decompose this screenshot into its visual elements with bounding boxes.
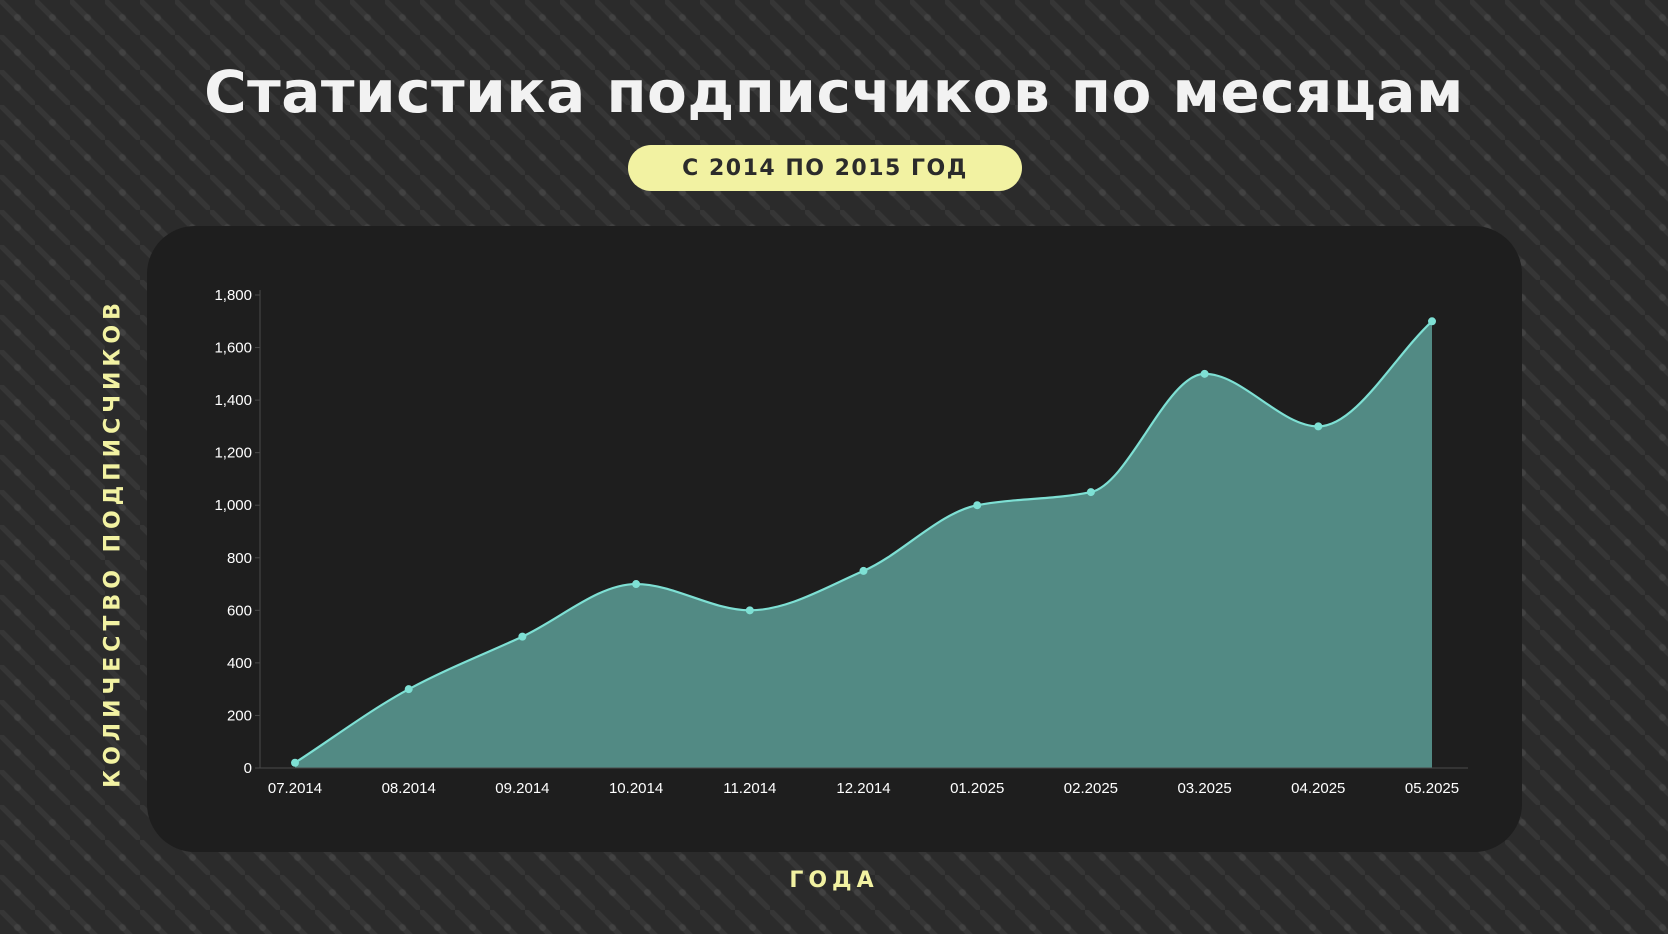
page-title: Статистика подписчиков по месяцам [204,58,1464,126]
y-tick-label: 1,600 [214,340,252,357]
data-point [632,580,641,589]
y-tick-label: 1,200 [214,445,252,462]
x-tick-label: 08.2014 [382,780,436,797]
y-tick-label: 400 [227,655,252,672]
x-tick-label: 02.2025 [1064,780,1118,797]
data-point [973,501,982,510]
area-fill [295,321,1432,768]
data-point [1086,488,1095,497]
data-point [859,566,868,575]
x-axis-ticks: 07.2014 08.2014 09.2014 10.2014 11.2014 12.20… [268,780,1459,797]
data-point [1200,369,1209,378]
x-tick-label: 05.2025 [1405,780,1459,797]
data-point [518,632,527,641]
y-tick-label: 1,400 [214,392,252,409]
y-tick-label: 1,000 [214,497,252,514]
y-tick-label: 800 [227,550,252,567]
data-point [404,685,413,694]
x-tick-label: 12.2014 [836,780,890,797]
area-layer [294,320,1433,768]
axis-layer [259,290,1468,769]
x-axis-label: ГОДА [789,868,879,893]
subtitle-text: С 2014 ПО 2015 ГОД [682,155,968,181]
x-tick-label: 04.2025 [1291,780,1345,797]
points-layer [291,317,1436,767]
x-tick-label: 07.2014 [268,780,322,797]
subtitle-badge: С 2014 ПО 2015 ГОД [628,145,1022,191]
x-tick-label: 03.2025 [1177,780,1231,797]
data-point [745,606,754,615]
y-tick-label: 600 [227,602,252,619]
y-tick-label: 200 [227,707,252,724]
data-point [1314,422,1323,431]
x-tick-label: 01.2025 [950,780,1004,797]
data-point [291,758,299,767]
x-tick-label: 09.2014 [495,780,549,797]
y-axis-label-text: КОЛИЧЕСТВО ПОДПИСЧИКОВ [100,298,126,788]
series-line [294,320,1433,764]
y-tick-label: 0 [244,760,252,777]
y-tick-label: 1,800 [214,287,252,304]
x-tick-label: 11.2014 [723,780,776,797]
data-point [1428,317,1436,326]
y-axis-ticks: 0 200 400 600 800 1,000 1,200 1,400 1,600 1,800 [214,287,260,777]
x-tick-label: 10.2014 [609,780,663,797]
